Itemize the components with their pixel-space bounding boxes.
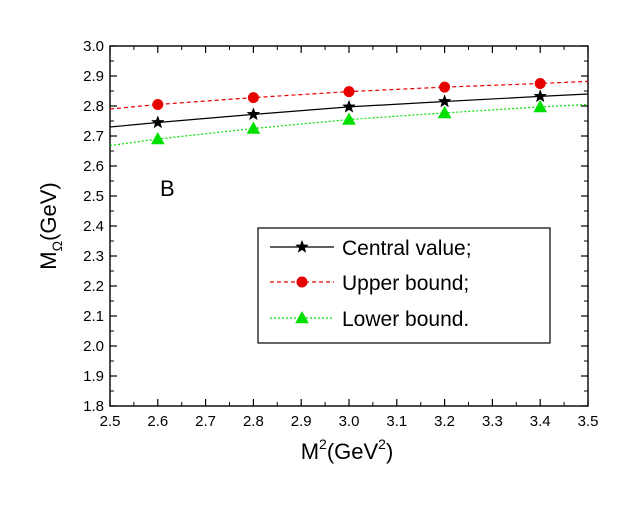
data-point xyxy=(437,94,452,108)
y-tick-label: 2.6 xyxy=(83,158,104,175)
legend-marker xyxy=(295,310,309,324)
x-axis-title-base: M xyxy=(301,439,319,464)
x-tick-label: 3.2 xyxy=(434,413,455,430)
data-point xyxy=(342,99,356,113)
legend-items: Central value; Upper bound; Lower bound. xyxy=(270,237,472,331)
y-axis-title-sub: Ω xyxy=(49,241,65,251)
data-point xyxy=(152,99,164,110)
y-tick-label: 2.0 xyxy=(83,338,104,355)
y-tick-label: 1.9 xyxy=(83,368,104,385)
x-axis-title-unit-open: (GeV xyxy=(327,439,379,464)
data-point xyxy=(439,81,451,93)
data-point xyxy=(247,92,259,104)
y-tick-label: 2.4 xyxy=(83,218,104,235)
x-axis-title-unit-sup: 2 xyxy=(378,436,386,452)
x-tick-label: 2.6 xyxy=(147,413,168,430)
x-axis-title-unit-close: ) xyxy=(386,439,393,464)
x-axis-title: M2(GeV2) xyxy=(301,436,394,464)
data-point xyxy=(534,78,546,89)
data-point xyxy=(246,121,261,134)
x-tick-label: 3.1 xyxy=(386,413,407,430)
x-tick-label: 2.7 xyxy=(195,413,216,430)
data-point xyxy=(343,86,355,98)
legend-marker xyxy=(296,276,308,288)
y-tick-label: 2.1 xyxy=(83,308,104,325)
y-tick-label: 2.7 xyxy=(83,128,104,145)
panel-label: B xyxy=(160,176,175,201)
ticks-layer: 2.5 2.6 2.7 2.8 2.9 3.0 3.1 3.2 3.3 3.4 3.5 1.8 1.9 2… xyxy=(83,38,598,430)
data-point xyxy=(342,112,356,125)
x-tick-label: 3.0 xyxy=(339,413,360,430)
data-point xyxy=(150,115,165,129)
y-tick-label: 2.5 xyxy=(83,188,104,205)
x-tick-label: 3.4 xyxy=(530,413,551,430)
legend-label: Lower bound. xyxy=(342,308,469,331)
data-point xyxy=(533,99,548,113)
x-tick-label: 2.8 xyxy=(243,413,264,430)
legend: Central value; Upper bound; Lower bound. xyxy=(257,227,551,344)
y-tick-label: 2.3 xyxy=(83,248,104,265)
x-tick-label: 3.3 xyxy=(482,413,503,430)
series-layer xyxy=(109,78,589,147)
series-1 xyxy=(109,78,589,110)
series-line xyxy=(109,103,589,147)
y-tick-label: 1.8 xyxy=(83,398,104,415)
data-point xyxy=(246,107,261,121)
y-tick-label: 2.9 xyxy=(83,68,104,85)
legend-label: Central value; xyxy=(342,237,472,260)
series-2 xyxy=(109,99,589,147)
x-tick-label: 2.9 xyxy=(291,413,312,430)
x-tick-label: 3.5 xyxy=(578,413,599,430)
data-point xyxy=(437,105,452,119)
data-point xyxy=(533,89,548,103)
series-0 xyxy=(109,89,589,129)
x-axis-title-sup: 2 xyxy=(319,436,327,452)
y-tick-label: 2.8 xyxy=(83,98,104,115)
y-axis-title-unit: (GeV) xyxy=(36,182,61,241)
y-tick-label: 3.0 xyxy=(83,38,104,55)
x-tick-label: 2.5 xyxy=(100,413,121,430)
data-point xyxy=(150,131,165,145)
y-axis-title: MΩ(GeV) xyxy=(36,182,65,269)
legend-label: Upper bound; xyxy=(342,272,469,295)
y-axis-title-base: M xyxy=(36,251,61,269)
y-tick-label: 2.2 xyxy=(83,278,104,295)
legend-marker xyxy=(295,239,309,253)
